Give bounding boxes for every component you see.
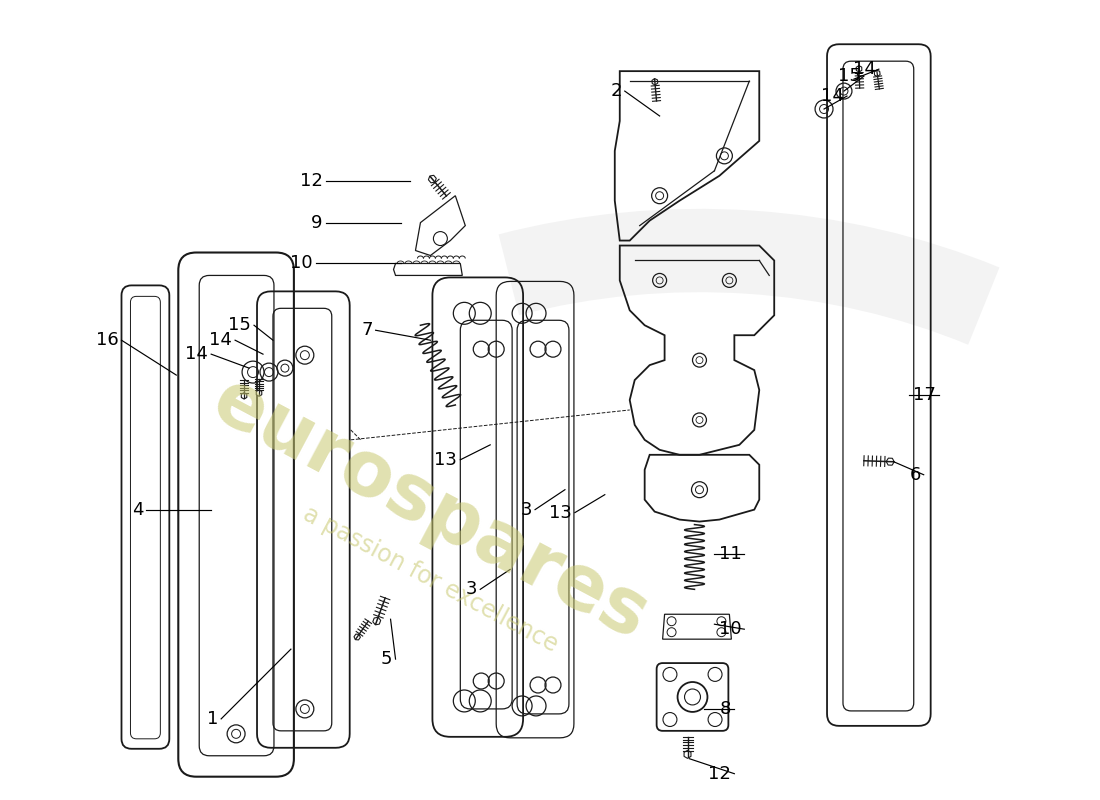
Polygon shape	[874, 70, 880, 77]
Text: 14: 14	[185, 345, 208, 363]
Text: 14: 14	[209, 331, 232, 350]
Text: 16: 16	[96, 331, 119, 350]
Polygon shape	[887, 458, 894, 465]
Text: 3: 3	[465, 580, 477, 598]
Polygon shape	[428, 175, 437, 183]
Text: 9: 9	[311, 214, 322, 232]
Polygon shape	[354, 634, 361, 640]
Text: 2: 2	[610, 82, 621, 100]
Text: 7: 7	[361, 322, 373, 339]
Text: 5: 5	[381, 650, 393, 668]
Polygon shape	[652, 78, 658, 85]
Text: 12: 12	[708, 765, 732, 782]
Polygon shape	[241, 393, 246, 399]
Text: 14: 14	[852, 60, 876, 78]
Text: 12: 12	[300, 172, 322, 190]
Text: 3: 3	[520, 501, 532, 518]
Text: 8: 8	[720, 700, 732, 718]
Text: 10: 10	[290, 254, 312, 273]
Text: 6: 6	[910, 466, 921, 484]
Text: eurospares: eurospares	[200, 364, 661, 656]
Text: 11: 11	[718, 546, 741, 563]
Polygon shape	[856, 66, 861, 72]
Text: 1: 1	[207, 710, 218, 728]
Text: 10: 10	[718, 620, 741, 638]
Text: a passion for excellence: a passion for excellence	[299, 502, 562, 657]
Polygon shape	[684, 750, 691, 758]
Text: 13: 13	[434, 450, 458, 469]
Text: 13: 13	[549, 504, 572, 522]
Text: 15: 15	[838, 67, 861, 85]
Polygon shape	[256, 390, 262, 396]
Text: 17: 17	[913, 386, 936, 404]
Polygon shape	[373, 618, 381, 625]
Text: 15: 15	[228, 316, 251, 334]
Text: 14: 14	[821, 87, 844, 105]
Text: 4: 4	[132, 501, 143, 518]
